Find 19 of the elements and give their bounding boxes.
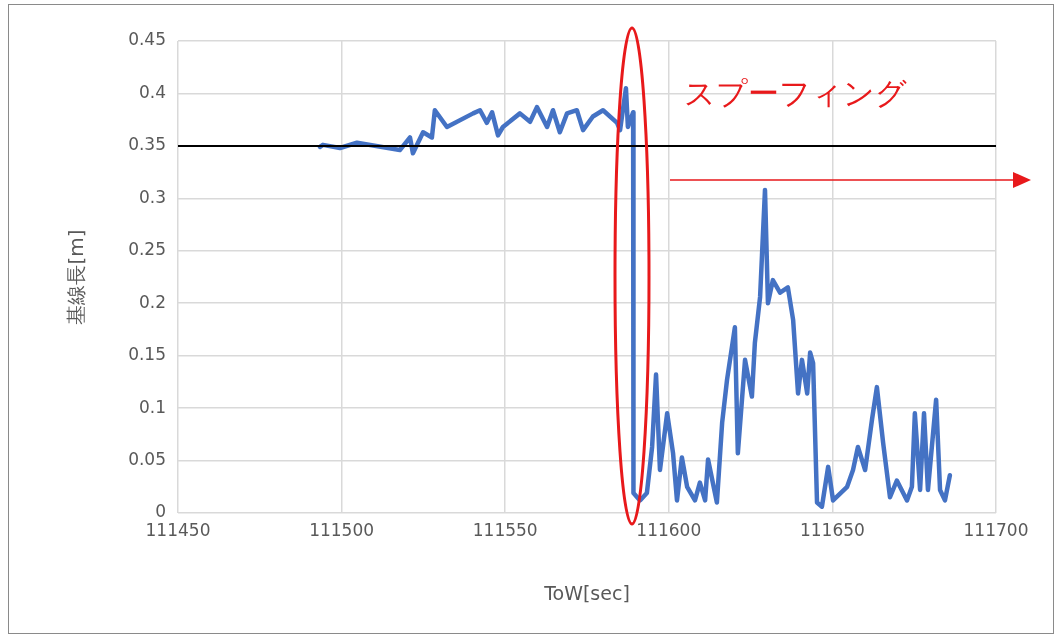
- y-tick-label: 0.05: [128, 448, 166, 469]
- y-tick-label: 0.15: [128, 344, 166, 365]
- x-tick-label: 111600: [636, 519, 702, 540]
- y-axis-title: 基線長[m]: [64, 229, 89, 325]
- y-tick-label: 0.1: [138, 396, 166, 417]
- x-axis-title: ToW[sec]: [543, 581, 630, 604]
- x-tick-label: 111500: [309, 519, 375, 540]
- y-tick-label: 0.25: [128, 239, 166, 260]
- y-tick-label: 0.35: [128, 134, 166, 155]
- x-tick-label: 111650: [799, 519, 865, 540]
- x-tick-label: 111700: [963, 519, 1029, 540]
- x-tick-label: 111450: [145, 519, 211, 540]
- y-tick-label: 0.45: [128, 29, 166, 50]
- y-tick-label: 0.3: [138, 186, 166, 207]
- annotation: スプーフィング: [684, 75, 907, 112]
- x-tick-label: 111550: [472, 519, 538, 540]
- y-tick-label: 0.4: [138, 81, 166, 102]
- y-tick-label: 0: [155, 501, 166, 522]
- y-tick-label: 0.2: [138, 291, 166, 312]
